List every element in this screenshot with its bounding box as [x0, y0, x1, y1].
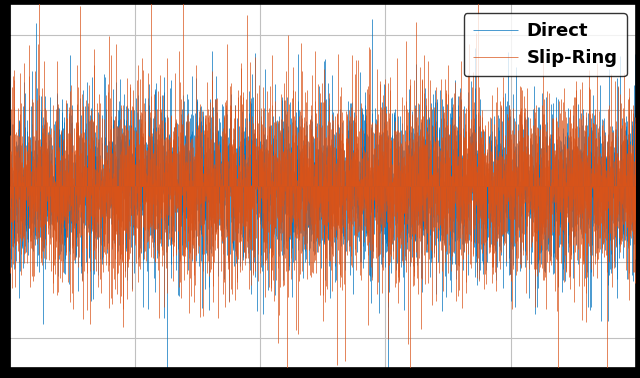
Legend: Direct, Slip-Ring: Direct, Slip-Ring [463, 13, 627, 76]
